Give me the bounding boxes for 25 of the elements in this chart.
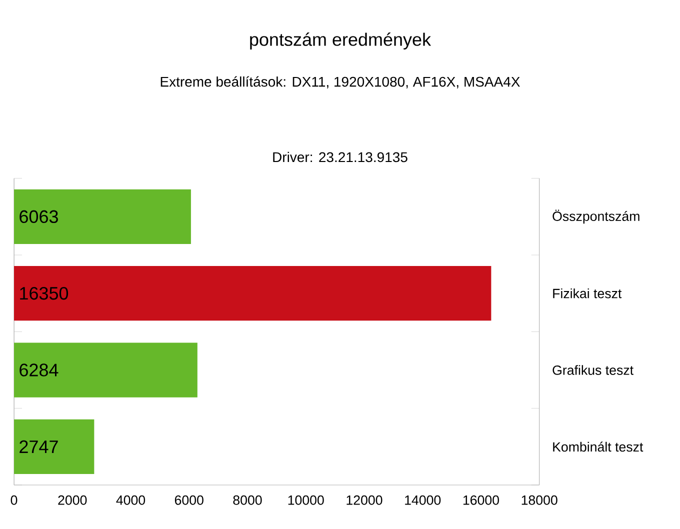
y-tick-label: Kombinált teszt — [553, 442, 644, 452]
y-tick-label: Összpontszám — [552, 210, 640, 224]
x-tick-label: 12000 — [346, 495, 382, 505]
chart-title: pontszám eredmények — [250, 32, 432, 50]
x-tick-label: 6000 — [174, 495, 204, 505]
bar — [14, 342, 198, 398]
x-tick-label: 0 — [10, 495, 18, 505]
chart-subtitle: Extreme beállítások: DX11, 1920X1080, AF16X, MSAA4X — [160, 76, 520, 88]
data-label: 6284 — [20, 364, 58, 376]
data-label: 16350 — [20, 286, 68, 300]
x-tick-label: 18000 — [522, 495, 558, 505]
x-tick-label: 4000 — [116, 495, 146, 505]
x-tick-label: 14000 — [405, 495, 441, 505]
x-tick-label: 16000 — [463, 495, 499, 505]
bar — [14, 419, 94, 474]
y-tick-label: Grafikus teszt — [552, 365, 634, 375]
bar — [14, 266, 492, 321]
text: Driver: 23.21.13.9135 — [273, 152, 408, 162]
bar — [14, 189, 191, 244]
y-tick-label: Fizikai teszt — [553, 288, 622, 298]
x-tick-label: 8000 — [233, 495, 262, 505]
data-label: 6063 — [20, 210, 58, 224]
x-tick-label: 2000 — [58, 495, 87, 505]
data-label: 2747 — [20, 440, 58, 453]
x-tick-label: 10000 — [288, 495, 324, 505]
